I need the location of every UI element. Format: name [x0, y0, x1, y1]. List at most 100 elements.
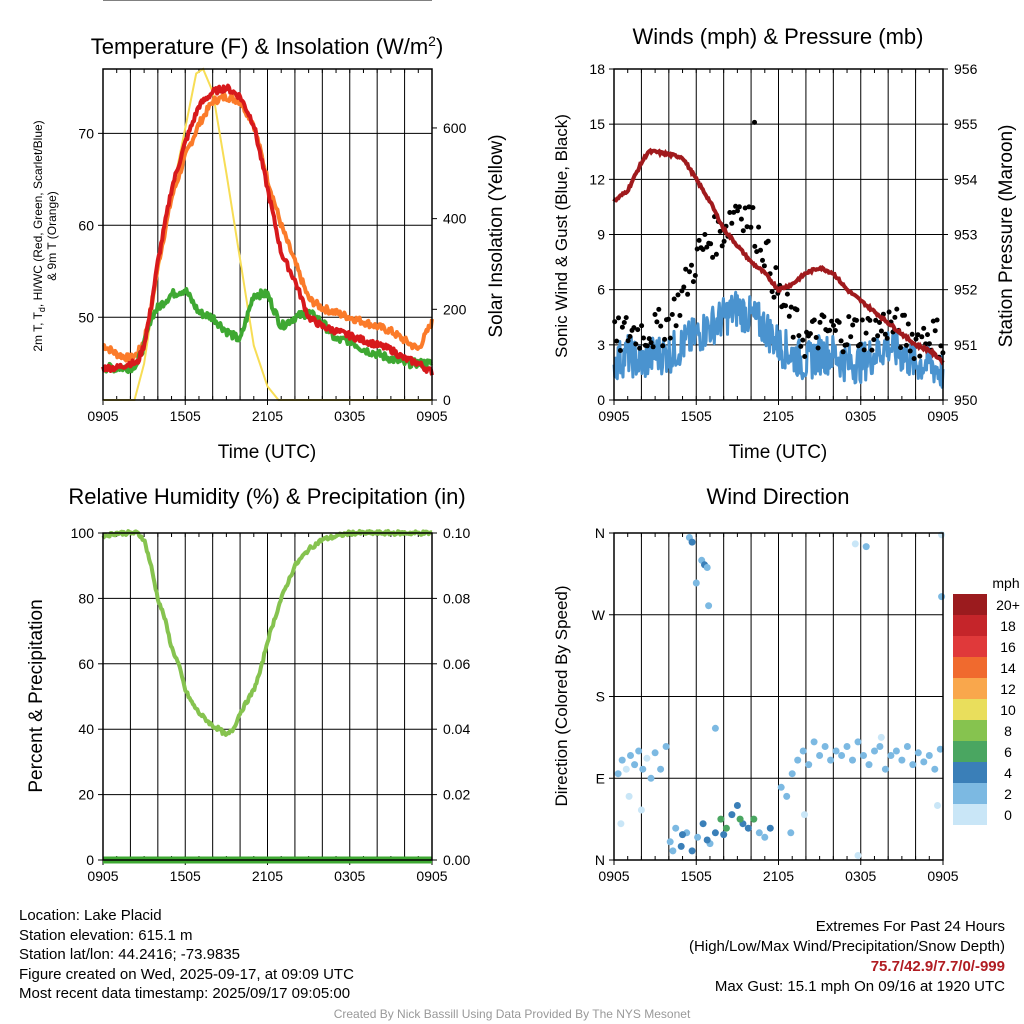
y-tick-label: 12: [589, 171, 605, 187]
gust-point: [925, 332, 930, 338]
wind-direction-point: [677, 842, 685, 850]
y2-tick-label: 200: [443, 301, 467, 317]
wind-direction-point: [755, 829, 763, 837]
gust-point: [773, 265, 779, 271]
wind-direction-y-axis-label: Direction (Colored By Speed): [552, 585, 571, 806]
y-tick-label: 20: [78, 787, 94, 803]
x-tick-label: 0305: [334, 408, 365, 424]
gust-point: [692, 273, 698, 278]
wind-direction-point: [799, 747, 807, 755]
gust-point: [829, 318, 835, 324]
wind-direction-chart-title: Wind Direction: [706, 484, 849, 509]
temp-2m-line: [101, 83, 434, 376]
wind-direction-point: [903, 743, 911, 750]
gust-point: [836, 319, 842, 325]
x-tick-label: 2105: [252, 408, 283, 424]
gust-point: [752, 243, 758, 249]
gust-point: [623, 315, 629, 321]
wind-direction-point: [722, 824, 730, 832]
x-tick-label: 2105: [252, 868, 283, 884]
wind-direction-point: [711, 724, 719, 732]
y-tick-label: N: [595, 852, 605, 868]
x-tick-label: 0305: [334, 868, 365, 884]
station-info: Location: Lake Placid Station elevation:…: [19, 906, 354, 1004]
wind-direction-point: [854, 852, 862, 859]
gust-point: [913, 336, 919, 342]
gust-point: [690, 279, 696, 285]
credit-text: Created By Nick Bassill Using Data Provi…: [333, 1007, 691, 1021]
wind-direction-point: [920, 758, 928, 766]
y2-tick-label: 954: [954, 171, 978, 187]
humidity-panel: Relative Humidity (%) & Precipitation (i…: [26, 484, 470, 884]
gust-point: [700, 247, 706, 252]
gust-point: [894, 306, 900, 312]
gust-point: [679, 288, 685, 294]
y-tick-label: E: [596, 770, 605, 786]
gust-point: [665, 316, 671, 322]
gust-point: [625, 338, 631, 344]
y-tick-label: 100: [71, 525, 95, 541]
gust-point: [685, 291, 691, 297]
y-tick-label: 0: [86, 852, 94, 868]
gust-point: [796, 333, 802, 339]
y-tick-label: 18: [589, 61, 605, 77]
legend-swatch: [953, 783, 987, 804]
legend-label: 10: [1000, 702, 1016, 718]
gust-point: [648, 340, 654, 346]
gust-point: [621, 320, 627, 325]
wind-direction-point: [827, 756, 835, 764]
gust-point: [848, 334, 854, 340]
wind-direction-point: [744, 824, 752, 832]
wind-direction-point: [688, 538, 696, 546]
y2-tick-label: 956: [954, 61, 978, 77]
gust-point: [832, 328, 838, 333]
y2-tick-label: 400: [443, 211, 467, 227]
gust-point: [811, 317, 817, 323]
gust-point: [721, 238, 727, 244]
wind-direction-point: [672, 824, 680, 832]
y-tick-label: 3: [597, 337, 605, 353]
gust-point: [907, 348, 913, 354]
legend-swatch: [953, 741, 987, 762]
gust-point: [813, 335, 819, 340]
wind-direction-point: [925, 752, 933, 759]
gust-point: [748, 224, 754, 230]
gust-point: [742, 205, 748, 211]
wind-direction-point: [887, 752, 895, 759]
gust-point: [800, 337, 806, 343]
x-tick-label: 1505: [170, 408, 201, 424]
wind-direction-point: [871, 747, 878, 755]
gust-point: [760, 257, 765, 263]
wind-direction-point: [699, 820, 707, 828]
gust-point: [702, 232, 708, 237]
gust-point: [871, 337, 877, 343]
gust-point: [717, 228, 723, 234]
wind-direction-point: [931, 765, 939, 773]
wind-direction-point: [703, 836, 711, 844]
winds-panel: Winds (mph) & Pressure (mb) 0905 1505 2105…: [552, 24, 1017, 463]
temperature-panel: Temperature (F) & Insolation (W/m2) 0905…: [31, 0, 507, 463]
sonic-wind-line: [612, 290, 945, 389]
gust-point: [708, 241, 714, 247]
y2-tick-label: 0.06: [443, 656, 470, 672]
extremes-description: (High/Low/Max Wind/Precipitation/Snow De…: [689, 938, 1005, 955]
gust-point: [662, 336, 668, 342]
humidity-y-axis-label: Percent & Precipitation: [26, 599, 47, 792]
gust-point: [854, 317, 859, 323]
gust-point: [831, 323, 836, 328]
wind-direction-point: [728, 811, 736, 819]
x-tick-label: 1505: [681, 868, 712, 884]
y-tick-label: W: [592, 607, 606, 623]
wind-direction-point: [936, 745, 944, 753]
y2-tick-label: 951: [954, 337, 978, 353]
y-tick-label: 0: [597, 392, 605, 408]
wind-direction-point: [810, 738, 818, 746]
gust-point: [641, 335, 646, 341]
gust-point: [687, 269, 692, 275]
gust-point: [915, 332, 921, 338]
gust-point: [619, 324, 625, 330]
x-tick-label: 0905: [598, 868, 629, 884]
x-tick-label: 0905: [87, 868, 118, 884]
gust-point: [671, 296, 677, 302]
legend-label: 6: [1004, 744, 1012, 760]
